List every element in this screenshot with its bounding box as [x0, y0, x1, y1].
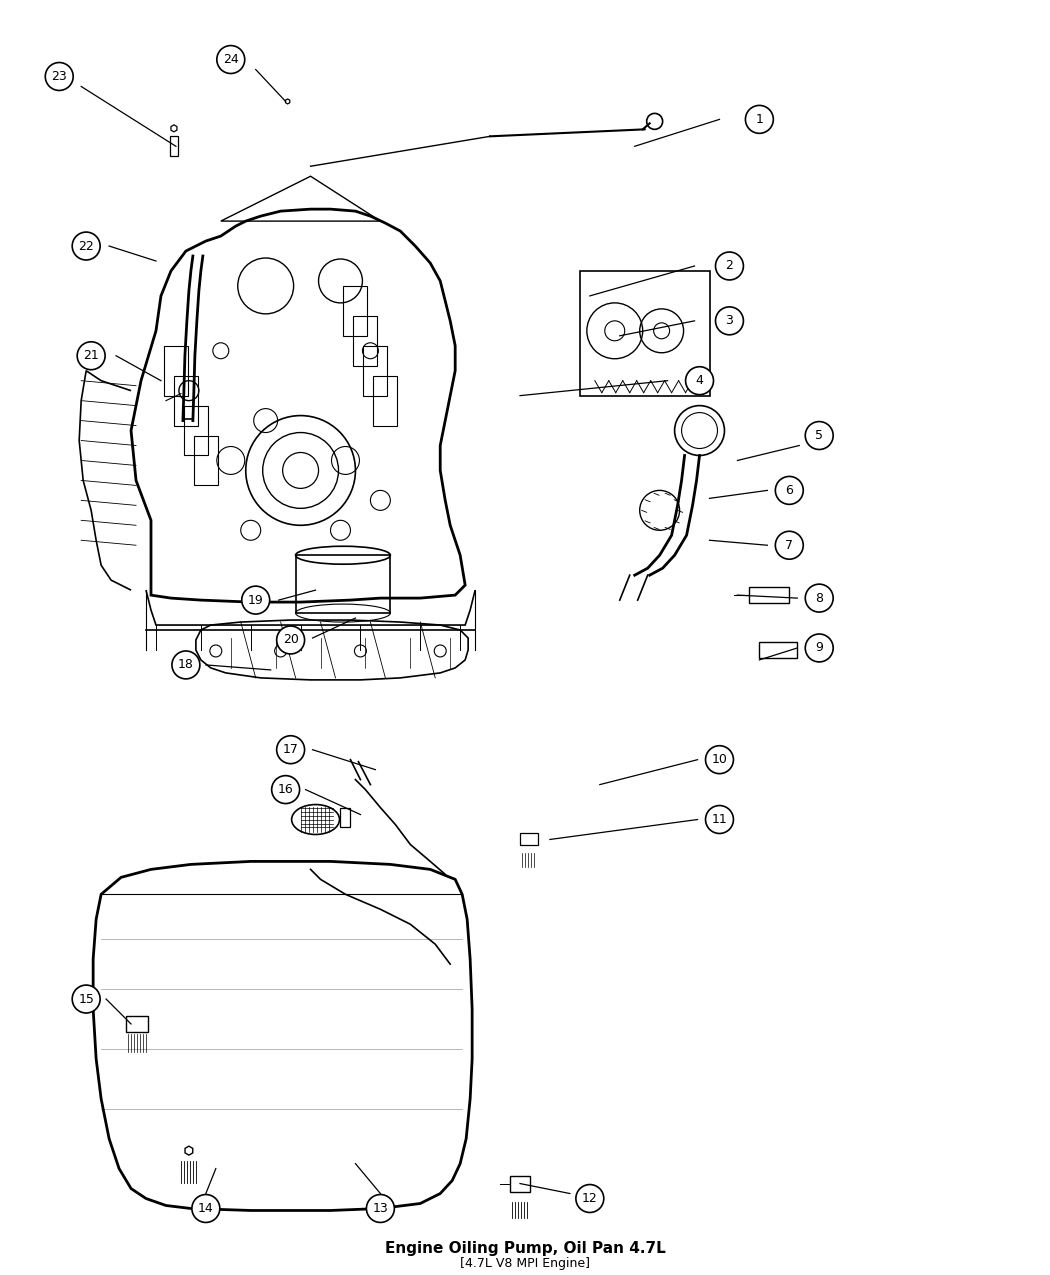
Circle shape: [78, 342, 105, 370]
Text: 24: 24: [223, 54, 238, 66]
Circle shape: [805, 422, 834, 450]
Circle shape: [242, 586, 270, 615]
Text: 7: 7: [785, 539, 794, 552]
Circle shape: [72, 986, 100, 1014]
Bar: [170, 136, 177, 157]
Bar: [580, 272, 710, 395]
Circle shape: [775, 532, 803, 560]
Bar: [363, 346, 387, 395]
Bar: [520, 834, 538, 845]
Bar: [759, 643, 797, 658]
Circle shape: [715, 252, 743, 280]
Text: 19: 19: [248, 594, 264, 607]
Circle shape: [805, 634, 834, 662]
Text: 16: 16: [278, 783, 294, 796]
Bar: [343, 286, 368, 335]
Circle shape: [805, 584, 834, 612]
Text: 20: 20: [282, 634, 298, 646]
Bar: [510, 1176, 530, 1192]
Text: 5: 5: [815, 428, 823, 442]
Circle shape: [45, 62, 74, 91]
Bar: [164, 346, 188, 395]
Text: 1: 1: [755, 113, 763, 126]
Bar: [184, 405, 208, 455]
Text: 23: 23: [51, 70, 67, 83]
Text: 4: 4: [695, 374, 704, 388]
Bar: [126, 1016, 148, 1031]
Bar: [174, 376, 197, 426]
Circle shape: [706, 746, 734, 774]
Text: 10: 10: [712, 754, 728, 766]
Circle shape: [715, 307, 743, 335]
Text: Engine Oiling Pump, Oil Pan 4.7L: Engine Oiling Pump, Oil Pan 4.7L: [384, 1242, 666, 1256]
Text: 9: 9: [815, 641, 823, 654]
Text: 13: 13: [373, 1202, 388, 1215]
Text: 15: 15: [79, 992, 94, 1006]
Circle shape: [216, 46, 245, 74]
Circle shape: [746, 106, 774, 134]
Circle shape: [272, 775, 299, 803]
Text: 8: 8: [815, 592, 823, 604]
Bar: [296, 555, 391, 613]
Circle shape: [775, 477, 803, 505]
Circle shape: [192, 1195, 219, 1223]
Bar: [340, 807, 351, 827]
Text: [4.7L V8 MPI Engine]: [4.7L V8 MPI Engine]: [460, 1257, 590, 1270]
Text: 2: 2: [726, 260, 733, 273]
Circle shape: [172, 652, 200, 678]
Text: 3: 3: [726, 315, 733, 328]
Bar: [374, 376, 397, 426]
Text: 17: 17: [282, 743, 298, 756]
Bar: [750, 586, 790, 603]
Circle shape: [276, 736, 304, 764]
Text: 18: 18: [177, 658, 194, 672]
Text: 14: 14: [198, 1202, 214, 1215]
Text: 21: 21: [83, 349, 99, 362]
Circle shape: [72, 232, 100, 260]
Text: 12: 12: [582, 1192, 597, 1205]
Circle shape: [276, 626, 304, 654]
Circle shape: [575, 1184, 604, 1213]
Bar: [354, 316, 377, 366]
Text: 6: 6: [785, 484, 793, 497]
Circle shape: [686, 367, 714, 395]
Text: 22: 22: [79, 240, 94, 252]
Text: 11: 11: [712, 813, 728, 826]
Bar: [194, 436, 217, 486]
Circle shape: [706, 806, 734, 834]
Circle shape: [366, 1195, 395, 1223]
